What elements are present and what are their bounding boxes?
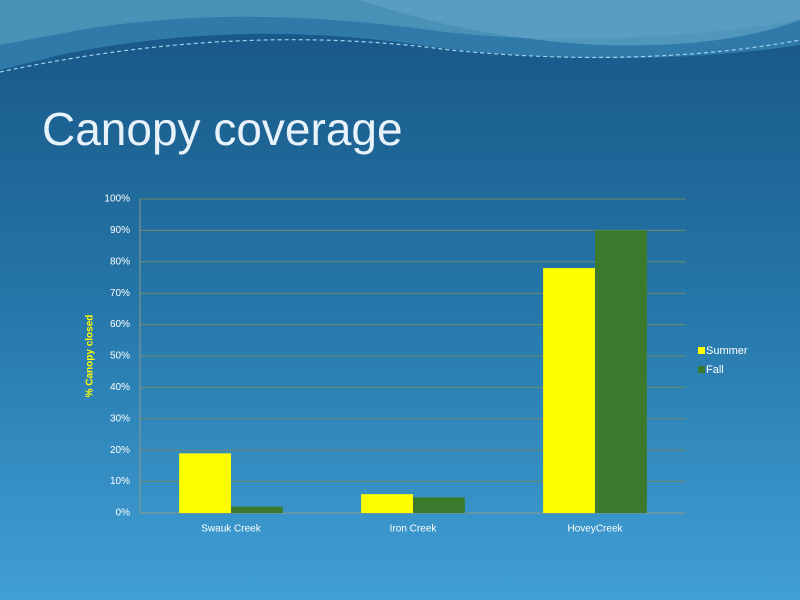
y-axis-title: % Canopy closed <box>85 315 96 398</box>
bar <box>595 230 647 513</box>
bar <box>231 506 283 513</box>
slide-title: Canopy coverage <box>42 103 403 155</box>
y-tick-label: 90% <box>110 225 130 236</box>
legend-swatch <box>698 366 705 373</box>
bar <box>179 453 231 513</box>
x-tick-label: Iron Creek <box>390 524 438 535</box>
y-tick-label: 50% <box>110 351 130 362</box>
bar <box>361 494 413 513</box>
legend-label: Fall <box>706 364 724 376</box>
bar <box>543 268 595 513</box>
legend-label: Summer <box>706 345 748 357</box>
y-tick-label: 80% <box>110 256 130 267</box>
y-tick-label: 70% <box>110 288 130 299</box>
wave <box>360 0 800 46</box>
x-tick-label: Swauk Creek <box>201 524 261 535</box>
legend-swatch <box>698 347 705 354</box>
y-tick-label: 40% <box>110 382 130 393</box>
y-tick-label: 20% <box>110 445 130 456</box>
y-tick-label: 100% <box>104 194 130 205</box>
bar <box>413 497 465 513</box>
wave-line <box>0 39 800 73</box>
y-tick-label: 10% <box>110 476 130 487</box>
y-tick-label: 0% <box>116 508 131 519</box>
y-tick-label: 60% <box>110 319 130 330</box>
y-tick-label: 30% <box>110 413 130 424</box>
x-tick-label: HoveyCreek <box>567 524 623 535</box>
